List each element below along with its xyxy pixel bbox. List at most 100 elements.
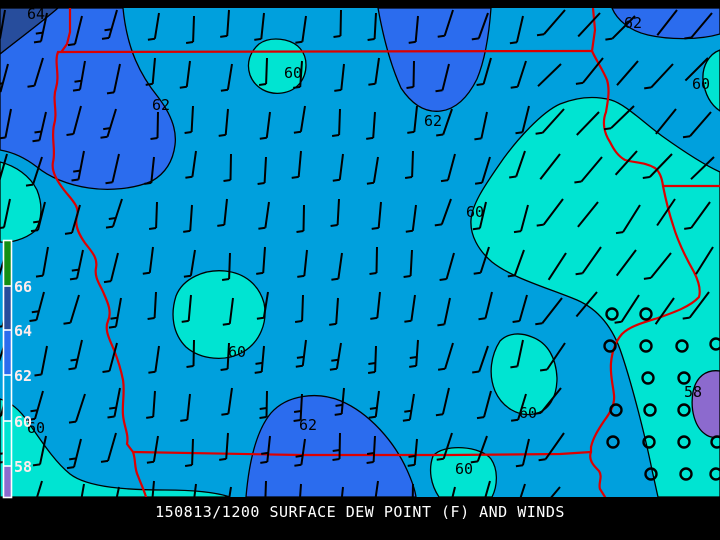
- contour-label-62: 62: [424, 112, 442, 130]
- wind-barb: [340, 486, 344, 497]
- wind-barb: [332, 153, 344, 182]
- wind-barb: [25, 156, 43, 187]
- wind-barb: [151, 480, 155, 497]
- wind-barb: [27, 57, 44, 88]
- wind-barb: [642, 153, 673, 179]
- region-62-64-south-dome: [245, 395, 417, 497]
- wind-barb: [222, 297, 234, 326]
- wind-barb: [695, 246, 714, 275]
- wind-barb: [407, 438, 418, 467]
- wind-barb: [68, 393, 86, 424]
- wind-barb: [515, 105, 530, 135]
- wind-barb: [218, 108, 229, 137]
- wind-barb: [474, 111, 488, 141]
- wind-barb: [0, 153, 8, 183]
- calm-circle: [679, 467, 693, 481]
- contour-label-60: 60: [455, 460, 473, 478]
- wind-barb: [405, 204, 417, 233]
- calm-circle: [606, 435, 620, 449]
- calm-circle: [609, 403, 623, 417]
- wind-barb: [147, 291, 157, 320]
- wind-barb: [409, 339, 419, 368]
- wind-barb: [333, 9, 342, 38]
- wind-barb: [643, 252, 672, 280]
- wind-barb: [334, 63, 345, 92]
- wind-barb: [684, 201, 711, 230]
- wind-barb: [437, 9, 454, 38]
- wind-barb: [180, 393, 191, 422]
- calm-circle: [709, 337, 720, 351]
- calm-circle: [675, 339, 689, 353]
- wind-barb: [575, 246, 602, 276]
- wind-barb: [64, 204, 81, 235]
- wind-barb: [299, 483, 302, 497]
- wind-barb: [32, 435, 47, 467]
- contour-label-64: 64: [27, 5, 45, 23]
- contour-label-60: 60: [692, 75, 710, 93]
- wind-barb: [264, 480, 267, 497]
- wind-barb: [33, 12, 48, 44]
- wind-barb: [185, 15, 195, 44]
- wind-barb: [614, 294, 640, 324]
- region-62-64-northwest: [0, 8, 177, 190]
- contour-label-60: 60: [228, 343, 246, 361]
- wind-barb: [472, 201, 487, 231]
- wind-barb: [293, 393, 303, 422]
- wind-barb: [36, 480, 43, 497]
- wind-barb: [476, 57, 492, 86]
- wind-barb: [332, 432, 341, 461]
- wind-barb: [185, 150, 197, 179]
- wind-barb: [437, 342, 454, 371]
- wind-barb: [330, 198, 340, 227]
- calm-circle: [677, 371, 691, 385]
- wind-barb: [183, 204, 193, 233]
- wind-barb: [408, 15, 419, 44]
- wind-barb: [366, 156, 379, 185]
- wind-barb: [258, 201, 270, 230]
- region-58-60-left-edge: [0, 161, 42, 243]
- wind-barb: [34, 345, 48, 377]
- wind-barb: [260, 435, 271, 464]
- wind-barb: [436, 432, 453, 461]
- wind-barb: [575, 291, 598, 318]
- wind-barb: [35, 246, 49, 278]
- colorbar-segment-60-62: [4, 375, 11, 421]
- wind-barb: [435, 387, 450, 417]
- wind-barb: [509, 150, 526, 179]
- wind-barb: [366, 435, 376, 464]
- region-58-60-blob-rightcenter: [490, 333, 558, 416]
- wind-barb: [451, 486, 456, 497]
- river-east: [589, 8, 701, 497]
- colorbar-segment-58-60: [4, 421, 11, 466]
- contour-labels: 64 62 60 62 62 60 60 60 60 62 60 60 58: [27, 5, 710, 478]
- wind-barb: [102, 342, 118, 373]
- wind-barb: [603, 105, 635, 131]
- wind-barb: [644, 63, 674, 90]
- wind-barb: [183, 249, 196, 278]
- wind-barb: [507, 249, 525, 278]
- wind-barb: [184, 438, 194, 467]
- wind-barb: [147, 12, 160, 41]
- wind-barb: [682, 111, 712, 139]
- wind-barb: [535, 297, 563, 326]
- colorbar-label-60: 60: [14, 413, 32, 431]
- calm-circle: [605, 307, 619, 321]
- wind-barbs: [0, 9, 715, 497]
- wind-barb: [374, 480, 379, 497]
- wind-barb: [30, 201, 46, 233]
- wind-barb: [106, 63, 121, 95]
- wind-barb: [256, 291, 269, 320]
- contour-label-62: 62: [299, 416, 317, 434]
- wind-barb: [473, 246, 490, 275]
- contour-label-60: 60: [27, 419, 45, 437]
- contour-label-58: 58: [684, 383, 702, 401]
- wind-barb: [0, 198, 11, 229]
- wind-barb: [550, 486, 561, 497]
- wind-barb: [577, 201, 599, 228]
- wind-barb: [144, 156, 155, 185]
- wind-barb: [406, 60, 415, 89]
- wind-barb: [367, 345, 377, 374]
- border-north-vertical: [60, 8, 72, 53]
- wind-barb: [101, 9, 118, 40]
